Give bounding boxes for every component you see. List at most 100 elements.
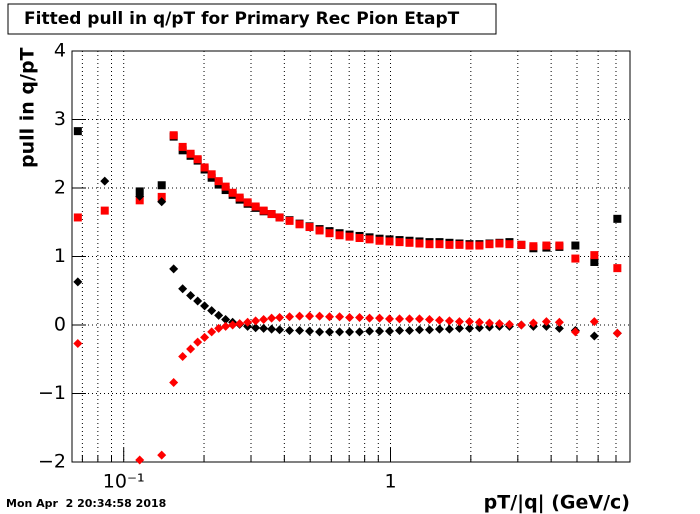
diamond-marker	[193, 337, 203, 347]
diamond-marker	[186, 291, 196, 301]
diamond-marker	[464, 317, 474, 327]
diamond-marker	[275, 325, 285, 335]
diamond-marker	[73, 338, 83, 348]
diamond-marker	[474, 317, 484, 327]
diamond-marker	[454, 323, 464, 333]
y-tick-label: 3	[54, 108, 66, 130]
square-marker	[590, 257, 599, 266]
title-box	[7, 3, 497, 35]
diamond-marker	[414, 314, 424, 324]
diamond-marker	[157, 450, 167, 460]
diamond-marker	[554, 317, 564, 327]
square-marker	[135, 187, 144, 196]
square-marker	[517, 240, 526, 249]
diamond-marker	[494, 319, 504, 329]
diamond-marker	[335, 312, 345, 322]
square-marker	[228, 188, 237, 197]
diamond-marker	[424, 315, 434, 325]
diamond-marker	[285, 325, 295, 335]
diamond-marker	[295, 325, 305, 335]
square-marker	[200, 163, 209, 172]
diamond-marker	[434, 315, 444, 325]
diamond-marker	[259, 315, 269, 325]
x-tick-label: 1	[384, 471, 396, 493]
square-marker	[529, 242, 538, 251]
chart-title: Fitted pull in q/pT for Primary Rec Pion…	[24, 9, 460, 29]
square-marker	[267, 210, 276, 219]
diamond-marker	[404, 325, 414, 335]
square-marker	[259, 206, 268, 215]
y-tick-label: 0	[54, 314, 66, 336]
diamond-marker	[186, 344, 196, 354]
y-tick-label: −1	[38, 382, 66, 404]
square-marker	[613, 264, 622, 273]
diamond-marker	[484, 318, 494, 328]
diamond-marker	[504, 319, 514, 329]
square-marker	[345, 232, 354, 241]
square-marker	[395, 238, 404, 247]
diamond-marker	[135, 191, 145, 201]
diamond-marker	[365, 313, 375, 323]
diamond-marker	[474, 323, 484, 333]
diamond-marker	[251, 316, 261, 326]
plot-frame	[71, 50, 631, 463]
square-marker	[73, 127, 82, 136]
square-marker	[590, 251, 599, 260]
diamond-marker	[315, 311, 325, 321]
square-marker	[235, 193, 244, 202]
square-marker	[613, 214, 622, 223]
square-marker	[207, 170, 216, 179]
diamond-marker	[169, 264, 179, 274]
diamond-marker	[554, 323, 564, 333]
x-axis-label: pT/|q| (GeV/c)	[484, 492, 630, 514]
diamond-marker	[251, 323, 261, 333]
square-marker	[73, 213, 82, 222]
square-marker	[571, 241, 580, 250]
diamond-marker	[214, 323, 224, 333]
square-marker	[485, 240, 494, 249]
square-marker	[295, 220, 304, 229]
diamond-marker	[315, 327, 325, 337]
square-marker	[178, 142, 187, 151]
diamond-marker	[355, 312, 365, 322]
square-marker	[275, 213, 284, 222]
diamond-marker	[325, 327, 335, 337]
diamond-marker	[207, 327, 217, 337]
square-marker	[157, 181, 166, 190]
square-marker	[305, 223, 314, 232]
square-marker	[435, 240, 444, 249]
timestamp: Mon Apr 2 20:34:58 2018	[6, 497, 166, 510]
diamond-marker	[169, 378, 179, 388]
diamond-marker	[385, 326, 395, 336]
diamond-marker	[345, 327, 355, 337]
y-tick-label: 4	[54, 40, 66, 62]
square-marker	[325, 229, 334, 238]
diamond-marker	[395, 325, 405, 335]
diamond-marker	[528, 318, 538, 328]
square-marker	[251, 202, 260, 211]
diamond-marker	[135, 455, 145, 465]
diamond-marker	[404, 314, 414, 324]
diamond-marker	[325, 312, 335, 322]
diamond-marker	[200, 301, 210, 311]
diamond-marker	[100, 176, 110, 186]
square-marker	[571, 254, 580, 263]
square-marker	[425, 240, 434, 249]
square-marker	[415, 239, 424, 248]
diamond-marker	[295, 311, 305, 321]
square-marker	[186, 149, 195, 158]
diamond-marker	[395, 314, 405, 324]
diamond-marker	[243, 317, 253, 327]
square-marker	[157, 192, 166, 201]
diamond-marker	[200, 332, 210, 342]
diamond-marker	[355, 327, 365, 337]
diamond-marker	[73, 277, 83, 287]
y-tick-label: 2	[54, 177, 66, 199]
square-marker	[243, 198, 252, 207]
diamond-marker	[207, 306, 217, 316]
square-marker	[555, 241, 564, 250]
diamond-marker	[178, 284, 188, 294]
square-marker	[355, 234, 364, 243]
diamond-marker	[444, 324, 454, 334]
y-tick-label: 1	[54, 245, 66, 267]
